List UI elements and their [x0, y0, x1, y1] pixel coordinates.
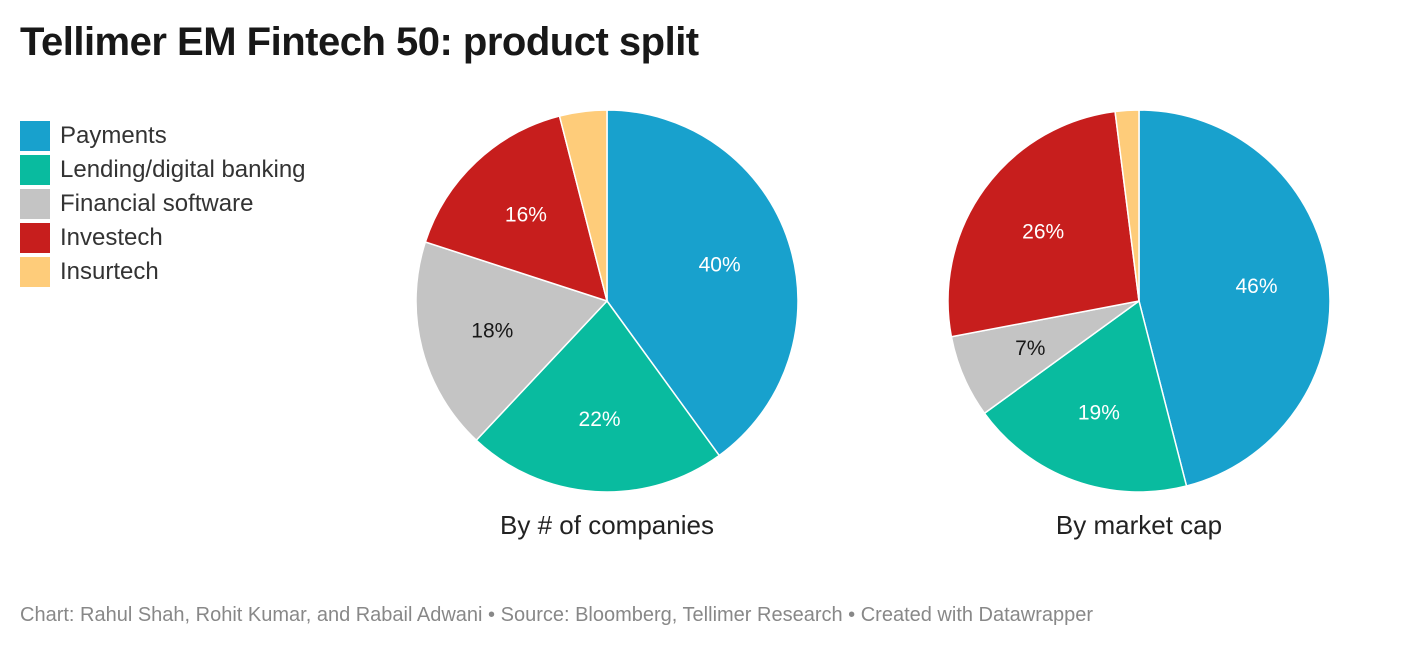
pie-slice-insurtech — [1114, 109, 1140, 302]
legend-swatch — [20, 189, 50, 219]
chart-title: Tellimer EM Fintech 50: product split — [20, 20, 699, 64]
legend-swatch — [20, 155, 50, 185]
pie-slice-insurtech — [558, 109, 608, 302]
legend-item: Lending/digital banking — [20, 153, 306, 187]
legend-swatch — [20, 257, 50, 287]
pie-data-label: 19% — [1078, 401, 1120, 424]
legend-swatch — [20, 223, 50, 253]
pie-caption-market-cap: By market cap — [1055, 510, 1223, 540]
legend-item: Financial software — [20, 187, 306, 221]
pie-slice-investech — [947, 110, 1140, 338]
legend-item: Investech — [20, 221, 306, 255]
pie-data-label: 40% — [699, 253, 741, 276]
pie-data-label: 46% — [1235, 275, 1277, 298]
pie-slice-investech — [424, 115, 609, 303]
pie-slice-lending-digital-banking — [475, 299, 721, 493]
footer-credits: Chart: Rahul Shah, Rohit Kumar, and Raba… — [20, 604, 1094, 626]
legend-swatch — [20, 121, 50, 151]
legend-item: Insurtech — [20, 255, 306, 289]
legend-label: Financial software — [60, 190, 254, 217]
legend-label: Insurtech — [60, 258, 159, 285]
pie-caption-companies: By # of companies — [500, 510, 714, 540]
pie-data-label: 26% — [1022, 220, 1064, 243]
legend: Payments Lending/digital banking Financial… — [20, 119, 306, 289]
pie-data-label: 7% — [1015, 337, 1045, 360]
legend-item: Payments — [20, 119, 306, 153]
pie-slice-financial-software — [415, 241, 609, 442]
pie-data-label: 22% — [579, 408, 621, 431]
pie-slice-lending-digital-banking — [983, 299, 1188, 493]
legend-label: Investech — [60, 224, 163, 251]
pie-slice-payments — [606, 109, 799, 457]
pie-data-label: 16% — [505, 204, 547, 227]
pie-slice-payments — [1138, 109, 1331, 487]
pie-data-label: 18% — [471, 319, 513, 342]
legend-label: Payments — [60, 122, 167, 149]
legend-label: Lending/digital banking — [60, 156, 306, 183]
